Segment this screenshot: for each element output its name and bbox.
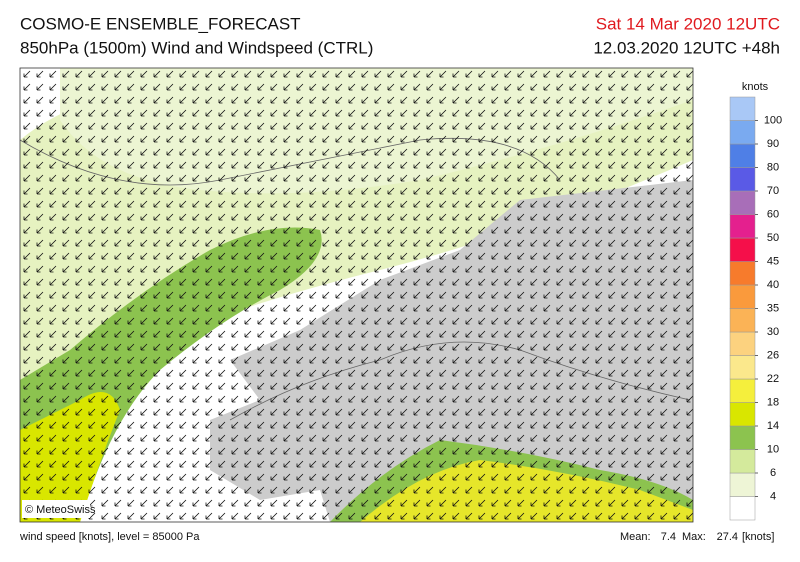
colorbar-swatch bbox=[729, 308, 756, 333]
colorbar-swatch bbox=[729, 425, 756, 450]
wind-arrows bbox=[20, 68, 693, 522]
colorbar-swatch bbox=[729, 120, 756, 145]
colorbar-swatch bbox=[729, 190, 756, 215]
colorbar-swatch bbox=[729, 143, 756, 168]
colorbar-swatch bbox=[729, 167, 756, 192]
map bbox=[20, 68, 693, 522]
colorbar-label: 35 bbox=[767, 302, 779, 314]
colorbar-label: 6 bbox=[770, 467, 776, 479]
colorbar-swatch bbox=[729, 402, 756, 427]
footer-description: wind speed [knots], level = 85000 Pa bbox=[19, 531, 200, 543]
colorbar-label: 45 bbox=[767, 255, 779, 267]
colorbar-label: 80 bbox=[767, 161, 779, 173]
title: COSMO-E ENSEMBLE_FORECAST bbox=[20, 14, 301, 33]
colorbar-label: 18 bbox=[767, 396, 779, 408]
colorbar-swatch bbox=[729, 331, 756, 356]
copyright: © MeteoSwiss bbox=[25, 504, 96, 516]
colorbar-label: 4 bbox=[770, 490, 776, 502]
colorbar-label: 10 bbox=[767, 443, 779, 455]
colorbar-swatch bbox=[729, 261, 756, 286]
mean-value: 7.4 bbox=[661, 531, 676, 543]
colorbar-label: 40 bbox=[767, 279, 779, 291]
colorbar-swatch bbox=[729, 214, 756, 239]
run-time: 12.03.2020 12UTC +48h bbox=[593, 38, 780, 57]
colorbar-label: 70 bbox=[767, 185, 779, 197]
legend-unit: knots bbox=[742, 81, 769, 93]
colorbar-label: 30 bbox=[767, 326, 779, 338]
copyright-box bbox=[22, 500, 90, 518]
colorbar-label: 90 bbox=[767, 138, 779, 150]
colorbar-label: 26 bbox=[767, 349, 779, 361]
colorbar-swatch bbox=[729, 449, 756, 474]
colorbar-label: 22 bbox=[767, 373, 779, 385]
subtitle: 850hPa (1500m) Wind and Windspeed (CTRL) bbox=[20, 38, 373, 57]
colorbar-swatch bbox=[729, 472, 756, 497]
colorbar-label: 14 bbox=[767, 420, 779, 432]
colorbar-swatch bbox=[729, 96, 756, 121]
colorbar-swatch bbox=[729, 237, 756, 262]
valid-time: Sat 14 Mar 2020 12UTC bbox=[596, 14, 780, 33]
max-label: Max: bbox=[682, 531, 706, 543]
colorbar-swatch bbox=[729, 355, 756, 380]
colorbar-label: 50 bbox=[767, 232, 779, 244]
colorbar-label: 100 bbox=[764, 114, 782, 126]
stats-unit: [knots] bbox=[742, 531, 774, 543]
max-value: 27.4 bbox=[717, 531, 738, 543]
colorbar-label: 60 bbox=[767, 208, 779, 220]
map-frame bbox=[19, 67, 694, 523]
mean-label: Mean: bbox=[620, 531, 651, 543]
colorbar-swatch bbox=[729, 496, 756, 521]
colorbar: 4 6 10 14 18 22 26 30 35 40 45 50 60 70 80 90 100 bbox=[729, 96, 782, 521]
colorbar-swatch bbox=[729, 378, 756, 403]
colorbar-swatch bbox=[729, 284, 756, 309]
